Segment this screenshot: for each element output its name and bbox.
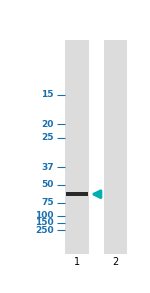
Text: 250: 250 [35,226,54,235]
Bar [66,192,88,196]
Text: 2: 2 [112,257,118,268]
Bar [104,40,127,254]
Text: 75: 75 [41,198,54,207]
Text: 1: 1 [74,257,80,268]
Text: 37: 37 [41,163,54,172]
Text: 25: 25 [41,133,54,142]
Text: 100: 100 [35,211,54,220]
Bar [65,40,88,254]
Text: 50: 50 [41,180,54,189]
Text: 150: 150 [35,218,54,227]
Text: 20: 20 [41,120,54,129]
Text: 15: 15 [41,91,54,99]
